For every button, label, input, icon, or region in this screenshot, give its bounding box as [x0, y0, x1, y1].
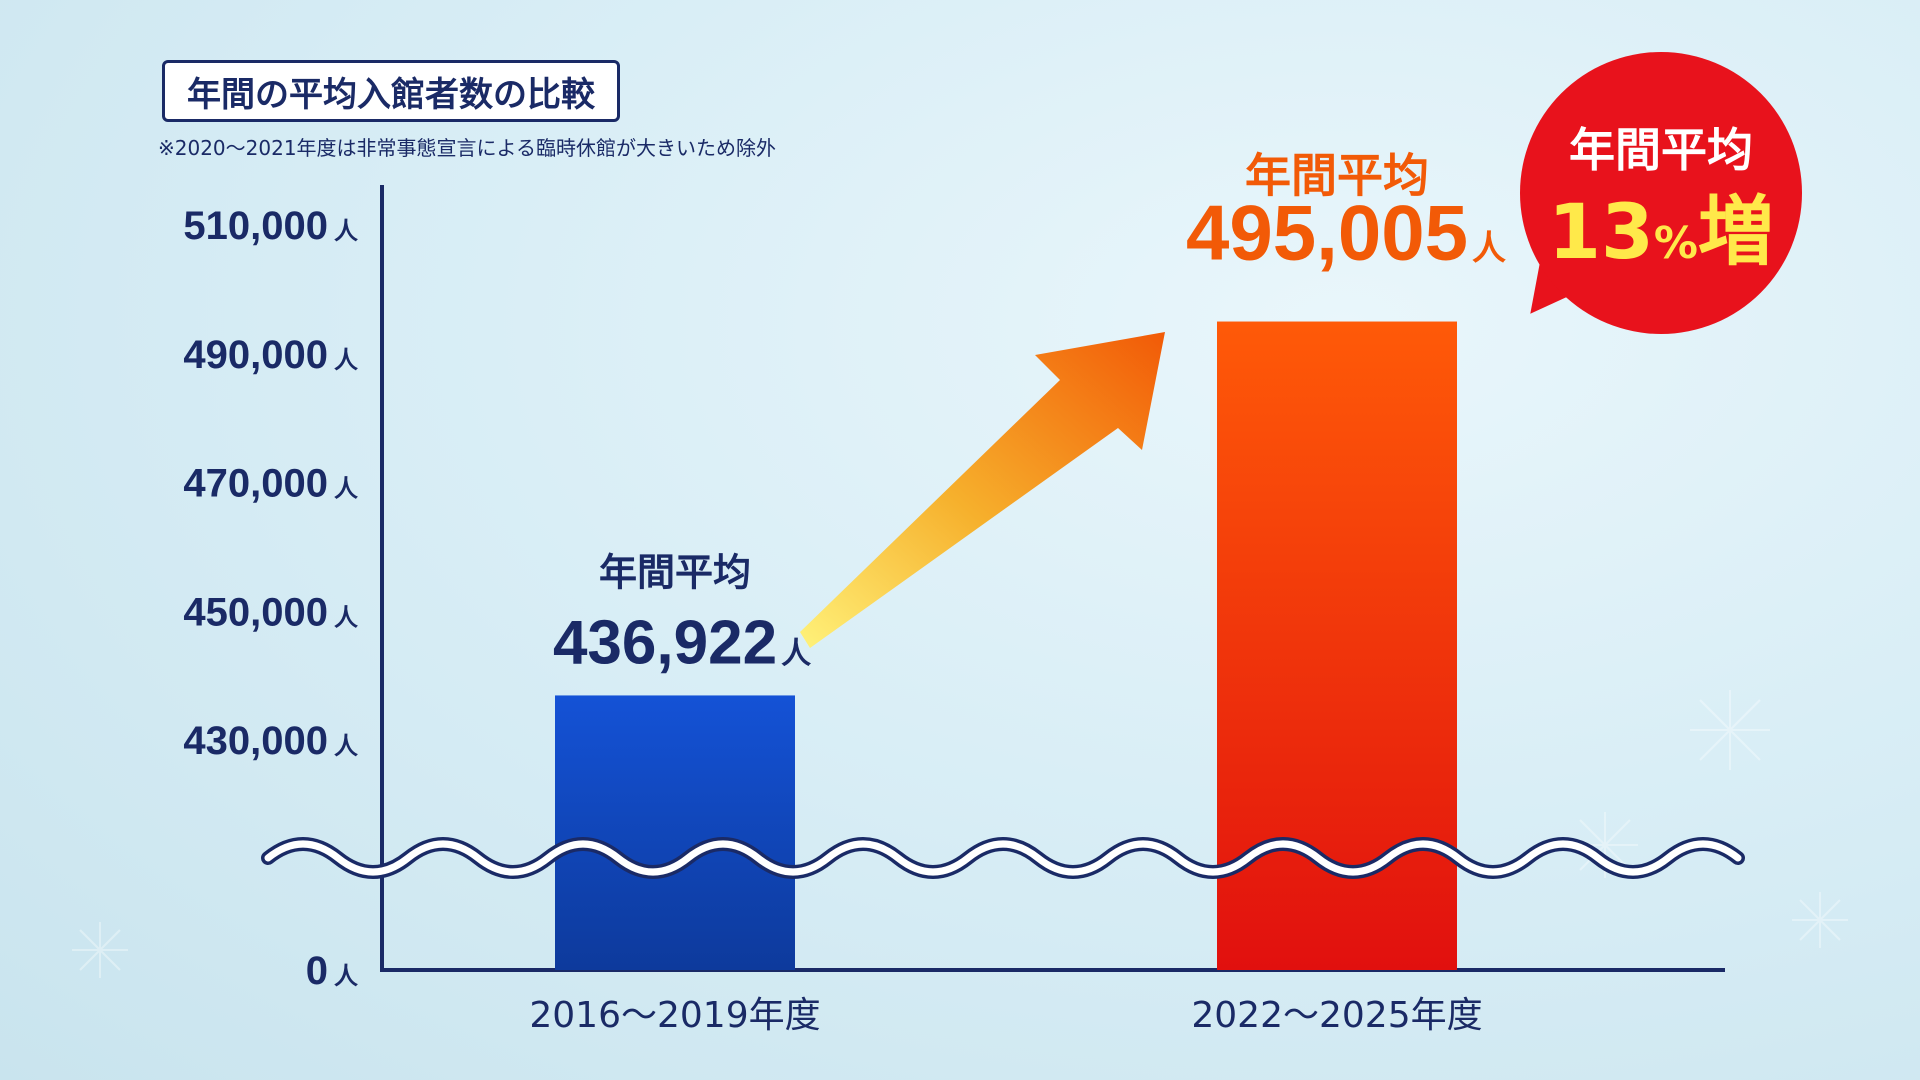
y-tick-unit: 人 [334, 346, 358, 374]
badge-caption: 年間平均 [1569, 123, 1753, 177]
y-tick-label: 430,000 [183, 719, 328, 763]
bar-value-label-2: 495,005 [1186, 189, 1468, 277]
bar-value-label-1: 436,922 [553, 608, 777, 677]
chart-title: 年間の平均入館者数の比較 [162, 60, 620, 122]
y-tick-label: 510,000 [183, 204, 328, 248]
x-category-label-2: 2022〜2025年度 [1191, 995, 1482, 1036]
badge-number: 13 [1548, 187, 1654, 276]
growth-arrow [800, 332, 1165, 648]
bar-caption-2: 年間平均 [1245, 149, 1429, 203]
axis-break-wave [264, 840, 1742, 876]
y-tick-label: 470,000 [183, 462, 328, 506]
y-tick-unit: 人 [334, 603, 358, 631]
y-tick-unit: 人 [334, 217, 358, 245]
bar-caption-1: 年間平均 [599, 550, 751, 594]
y-tick-unit: 人 [334, 475, 358, 503]
exclusion-note: ※2020〜2021年度は非常事態宣言による臨時休館が大きいため除外 [158, 136, 776, 160]
bar-value-unit-2: 人 [1472, 229, 1506, 269]
x-category-label-1: 2016〜2019年度 [529, 995, 820, 1036]
badge-percent: % [1653, 218, 1698, 269]
y-tick-label: 0 [306, 949, 328, 993]
bar-value-unit-1: 人 [781, 636, 811, 671]
y-tick-unit: 人 [334, 962, 358, 990]
y-tick-unit: 人 [334, 732, 358, 760]
y-tick-label: 490,000 [183, 333, 328, 377]
badge-value: 13%増 [1520, 170, 1802, 280]
growth-badge: 年間平均 13%増 [1520, 52, 1802, 334]
y-tick-label: 450,000 [183, 590, 328, 634]
badge-suffix: 増 [1697, 187, 1774, 276]
bar-1 [555, 695, 795, 970]
